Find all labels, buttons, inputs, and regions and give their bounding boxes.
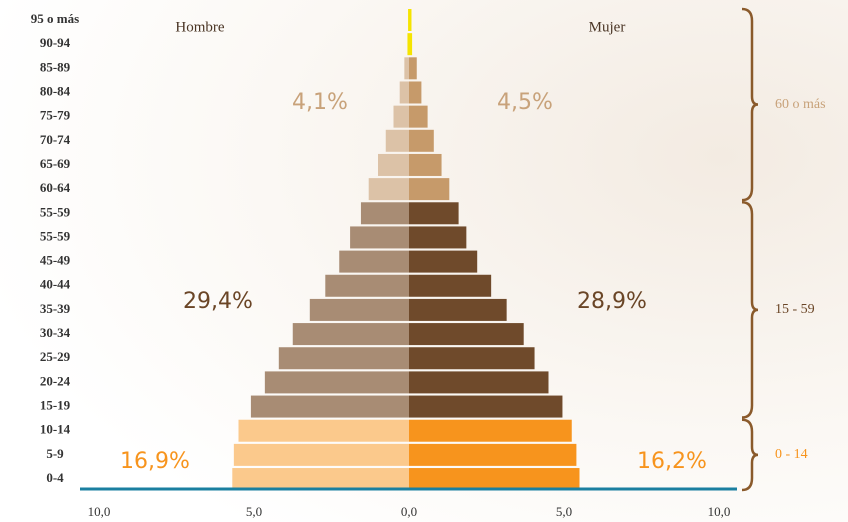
bar xyxy=(409,105,428,128)
bar xyxy=(409,33,413,56)
category-label: 25-29 xyxy=(40,349,71,364)
bar xyxy=(409,323,524,346)
x-tick-label: 5,0 xyxy=(246,504,262,519)
bar xyxy=(385,129,409,152)
bar xyxy=(409,129,434,152)
bar xyxy=(409,443,577,466)
category-label: 90-94 xyxy=(40,35,71,50)
bar xyxy=(409,57,417,80)
bar xyxy=(409,202,459,225)
category-label: 80-84 xyxy=(40,83,71,98)
category-label: 85-89 xyxy=(40,59,71,74)
x-tick-label: 10,0 xyxy=(88,504,111,519)
bar xyxy=(409,274,492,297)
bar xyxy=(292,323,409,346)
bar xyxy=(399,81,409,104)
category-label: 20-24 xyxy=(40,373,71,388)
bar xyxy=(368,178,409,201)
category-label: 95 o más xyxy=(31,11,79,26)
bar xyxy=(360,202,409,225)
bar xyxy=(393,105,409,128)
category-label: 10-14 xyxy=(40,422,71,437)
group-percent: 28,9% xyxy=(577,289,647,314)
bar xyxy=(232,468,409,491)
category-label: 35-39 xyxy=(40,301,71,316)
bar xyxy=(233,443,409,466)
bar xyxy=(250,395,409,418)
category-label: 0-4 xyxy=(46,470,64,485)
bar xyxy=(409,371,549,394)
brace xyxy=(741,7,759,202)
bar xyxy=(408,9,409,31)
bar xyxy=(409,395,563,418)
bar xyxy=(350,226,409,249)
category-label: 30-34 xyxy=(40,325,71,340)
bar xyxy=(238,419,409,442)
bar xyxy=(407,33,409,56)
category-label: 45-49 xyxy=(40,253,71,268)
group-label: 0 - 14 xyxy=(775,447,808,462)
category-label: 60-64 xyxy=(40,180,71,195)
bar xyxy=(409,9,412,31)
group-label: 60 o más xyxy=(775,97,826,112)
bar xyxy=(409,178,450,201)
x-tick-label: 5,0 xyxy=(556,504,572,519)
category-label: 65-69 xyxy=(40,156,71,171)
bar xyxy=(409,419,572,442)
series-name: Hombre xyxy=(175,19,224,35)
category-label: 40-44 xyxy=(40,277,71,292)
group-percent: 16,9% xyxy=(120,449,190,474)
brace xyxy=(741,201,759,419)
category-label: 70-74 xyxy=(40,132,71,147)
bar xyxy=(409,226,467,249)
brace xyxy=(741,418,759,492)
category-label: 55-59 xyxy=(40,204,71,219)
category-label: 15-19 xyxy=(40,398,71,413)
bar xyxy=(325,274,409,297)
bar xyxy=(409,347,535,370)
bar xyxy=(309,298,409,321)
group-percent: 4,1% xyxy=(292,90,348,115)
series-name: Mujer xyxy=(589,19,626,35)
bar xyxy=(404,57,409,80)
bar xyxy=(339,250,409,273)
bar xyxy=(409,468,580,491)
group-percent: 4,5% xyxy=(497,90,553,115)
category-label: 55-59 xyxy=(40,228,71,243)
bar xyxy=(264,371,409,394)
group-label: 15 - 59 xyxy=(775,302,815,317)
bar xyxy=(409,298,507,321)
bar xyxy=(409,81,422,104)
x-tick-label: 0,0 xyxy=(401,504,417,519)
bar xyxy=(378,153,409,176)
bar xyxy=(409,153,442,176)
x-tick-label: 10,0 xyxy=(708,504,731,519)
category-label: 75-79 xyxy=(40,108,71,123)
category-label: 5-9 xyxy=(46,446,64,461)
bar xyxy=(278,347,409,370)
bar xyxy=(409,250,478,273)
group-percent: 29,4% xyxy=(183,289,253,314)
group-percent: 16,2% xyxy=(637,449,707,474)
